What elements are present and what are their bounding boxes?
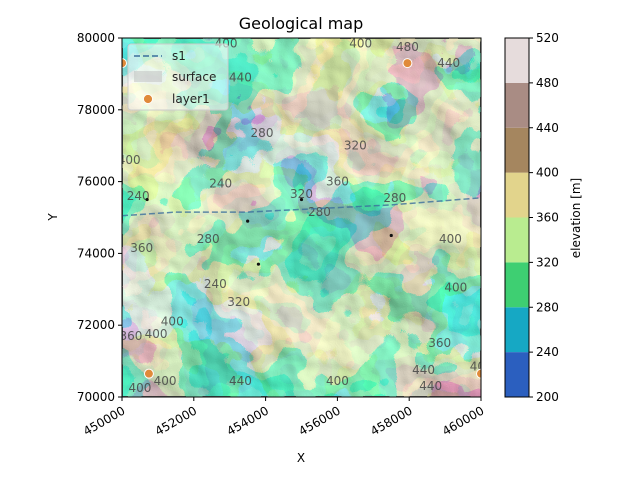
chart-title: Geological map (239, 14, 364, 33)
contour-label: 440 (229, 374, 252, 388)
y-tick-label: 70000 (77, 390, 115, 404)
colorbar-segment (505, 217, 529, 263)
layer1-point (476, 368, 481, 379)
y-axis: 70000 72000 74000 76000 78000 80000 (77, 31, 122, 404)
colorbar-tick-label: 400 (536, 166, 559, 180)
legend-surface-label: surface (172, 70, 216, 84)
contour-label: 360 (428, 336, 451, 350)
layer1-points (122, 58, 481, 379)
contour-label: 400 (154, 374, 177, 388)
small-point (256, 262, 261, 266)
x-tick-label: 452000 (153, 403, 200, 438)
colorbar-segment (505, 352, 529, 397)
contour-label: 440 (229, 70, 252, 84)
layer1-point (122, 58, 127, 69)
y-tick-label: 76000 (77, 175, 115, 189)
contour-label: 240 (127, 189, 150, 203)
contour-label: 240 (204, 277, 227, 291)
section-line-s1 (122, 197, 481, 217)
colorbar-tick-label: 200 (536, 390, 559, 404)
x-tick-label: 456000 (296, 403, 343, 438)
y-tick-label: 80000 (77, 31, 115, 45)
y-tick-label: 78000 (77, 103, 115, 117)
colorbar-tick-label: 280 (536, 300, 559, 314)
small-point (389, 233, 393, 238)
contour-label: 40 (470, 359, 485, 373)
colorbar-segment (505, 127, 529, 173)
contour-label: 400 (349, 36, 372, 50)
x-tick-label: 450000 (81, 403, 128, 438)
colorbar-segment (505, 38, 529, 83)
small-point (299, 197, 304, 202)
colorbar-segment (505, 307, 529, 353)
x-tick-label: 454000 (224, 403, 271, 438)
colorbar-tick-label: 520 (536, 31, 559, 45)
contour-label: 280 (251, 126, 274, 140)
y-tick-label: 72000 (77, 318, 115, 332)
contour-label: 400 (439, 232, 462, 246)
contour-label: 240 (209, 176, 232, 190)
contour-label: 400 (326, 374, 349, 388)
colorbar-label: elevation [m] (569, 178, 583, 258)
contour-label: 320 (290, 187, 313, 201)
layer1-point (402, 58, 413, 69)
colorbar-tick-label: 320 (536, 255, 559, 269)
colorbar-tick-label: 440 (536, 121, 559, 135)
contour-label: 400 (118, 153, 141, 167)
small-points (145, 197, 393, 266)
contour-label: 320 (344, 139, 367, 153)
contour-label: 400 (128, 381, 151, 395)
y-tick-label: 74000 (77, 246, 115, 260)
contour-label: 480 (396, 40, 419, 54)
legend-s1-label: s1 (172, 49, 186, 63)
contour-label: 400 (161, 315, 184, 329)
colorbar-tick-label: 240 (536, 345, 559, 359)
x-tick-label: 458000 (368, 403, 415, 438)
contour-label: 320 (227, 295, 250, 309)
contour-label: 280 (197, 232, 220, 246)
small-point (246, 219, 250, 223)
contour-label: 440 (437, 56, 460, 70)
contour-label: 360 (120, 329, 143, 343)
colorbar: 200 240 280 320 360 400 440 480 520 (504, 31, 559, 404)
x-axis-label: X (297, 451, 305, 465)
contour-label: 400 (444, 281, 467, 295)
x-axis: 450000 452000 454000 456000 458000 460000 (81, 397, 487, 439)
contour-label: 360 (326, 175, 349, 189)
x-tick-label: 460000 (440, 403, 487, 438)
contour-label: 400 (145, 327, 168, 341)
colorbar-tick-label: 480 (536, 76, 559, 90)
contour-label: 280 (383, 191, 406, 205)
legend-layer1-marker (143, 94, 153, 104)
colorbar-tick-label: 360 (536, 211, 559, 225)
legend-surface-swatch (134, 71, 162, 82)
plot-frame (121, 37, 482, 398)
colorbar-segment (505, 262, 529, 308)
colorbar-segment (505, 172, 529, 218)
y-axis-label: Y (46, 213, 60, 222)
contour-label: 360 (130, 241, 153, 255)
contour-label: 440 (412, 363, 435, 377)
layer1-point (143, 368, 154, 379)
small-point (145, 197, 149, 202)
legend: s1 surface layer1 (127, 43, 229, 111)
legend-layer1-label: layer1 (172, 92, 210, 106)
contour-label: 440 (419, 379, 442, 393)
contour-label: 280 (308, 205, 331, 219)
contour-labels: 400 400 4804404402803204003602403202402802… (118, 36, 485, 395)
colorbar-segment (505, 82, 529, 128)
legend-box (127, 43, 229, 111)
